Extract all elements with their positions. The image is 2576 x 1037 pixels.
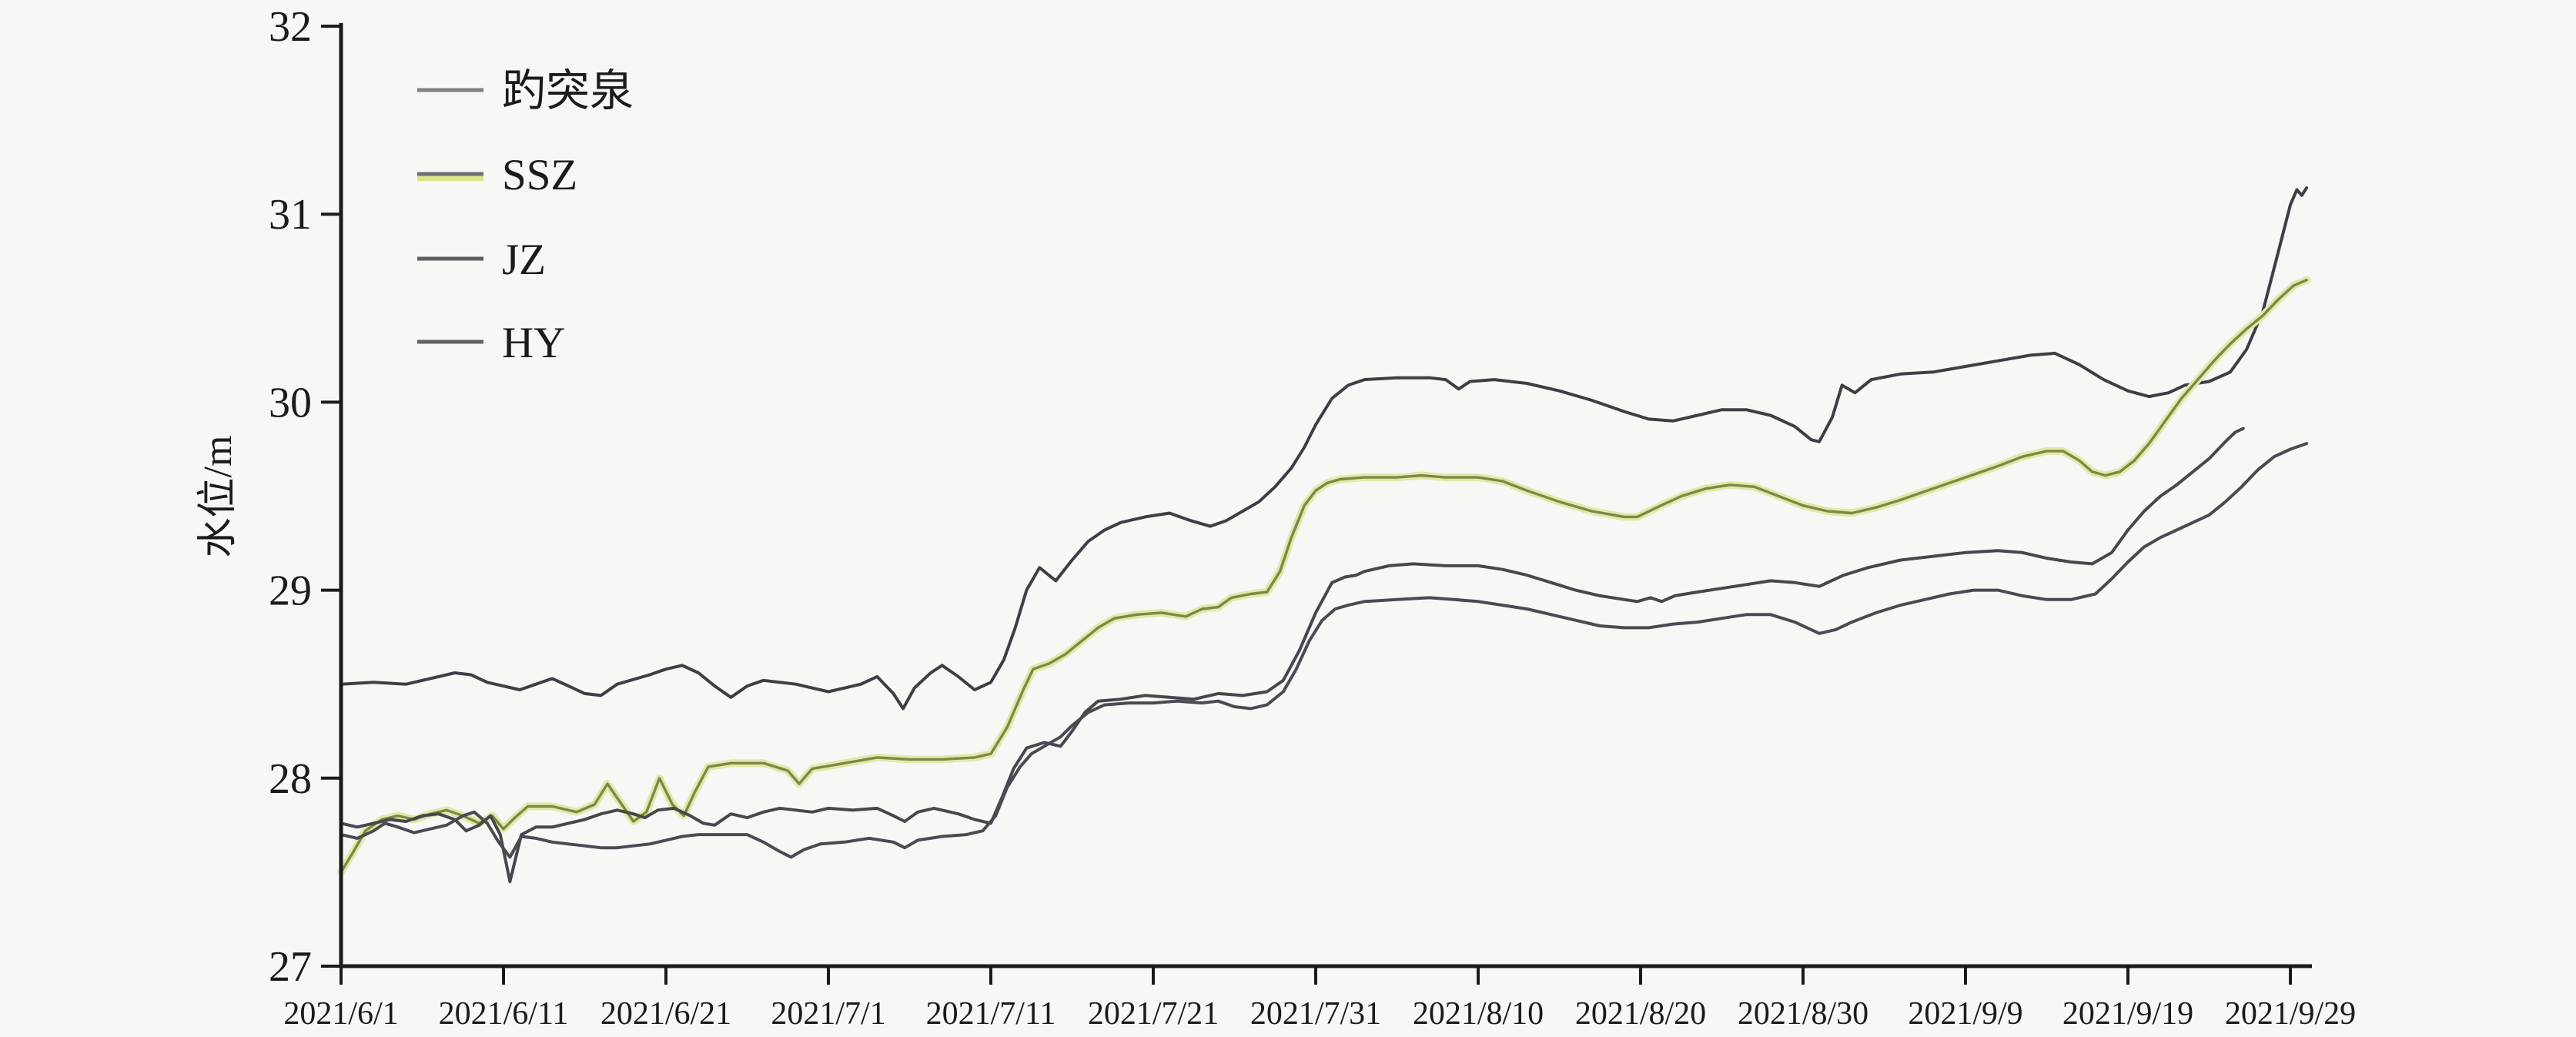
series-halo-ssz <box>337 276 2311 876</box>
y-axis-tick-labels: 27 28 29 30 31 32 <box>269 3 312 991</box>
x-tick-label: 2021/8/20 <box>1575 996 1706 1032</box>
x-tick-label: 2021/8/30 <box>1738 996 1868 1032</box>
x-tick-label: 2021/7/31 <box>1250 996 1381 1032</box>
series-line-hy <box>340 186 2309 711</box>
y-tick-label: 28 <box>269 755 312 803</box>
legend-label-baotuquan: 趵突泉 <box>502 67 634 115</box>
x-tick-label: 2021/8/10 <box>1413 996 1544 1032</box>
y-tick-label: 32 <box>269 3 312 51</box>
x-axis-tick-labels: 2021/6/1 2021/6/11 2021/6/21 2021/7/1 2021/7… <box>283 996 2356 1032</box>
x-tick-label: 2021/9/19 <box>2062 996 2193 1032</box>
y-tick-label: 31 <box>269 191 312 239</box>
y-tick-label: 29 <box>269 567 312 615</box>
legend-label-hy: HY <box>502 319 565 367</box>
axes <box>339 23 2312 968</box>
series-lines <box>337 186 2311 884</box>
legend: 趵突泉 SSZ JZ HY <box>417 67 634 367</box>
x-axis-ticks <box>340 966 2292 985</box>
y-axis-title-text: 水位/m <box>196 436 240 558</box>
legend-item-baotuquan: 趵突泉 <box>417 67 634 115</box>
x-tick-label: 2021/9/29 <box>2225 996 2356 1032</box>
y-tick-label: 27 <box>269 943 312 991</box>
x-tick-label: 2021/7/1 <box>771 996 885 1032</box>
legend-item-ssz: SSZ <box>417 151 577 199</box>
series-line-ssz <box>340 279 2308 874</box>
legend-label-jz: JZ <box>502 236 546 284</box>
x-tick-label: 2021/7/21 <box>1088 996 1219 1032</box>
y-tick-label: 30 <box>269 379 312 427</box>
legend-item-hy: HY <box>417 319 565 367</box>
x-tick-label: 2021/6/21 <box>601 996 731 1032</box>
series-line-jz <box>340 427 2245 884</box>
x-tick-label: 2021/6/11 <box>439 996 569 1032</box>
series-line-baotuquan <box>340 442 2309 859</box>
y-axis-ticks <box>321 25 341 968</box>
x-tick-label: 2021/6/1 <box>283 996 398 1032</box>
x-tick-label: 2021/9/9 <box>1908 996 2022 1032</box>
legend-item-jz: JZ <box>417 236 546 284</box>
y-axis-title: 水位/m <box>196 436 240 558</box>
x-tick-label: 2021/7/11 <box>926 996 1056 1032</box>
legend-label-ssz: SSZ <box>502 151 577 199</box>
